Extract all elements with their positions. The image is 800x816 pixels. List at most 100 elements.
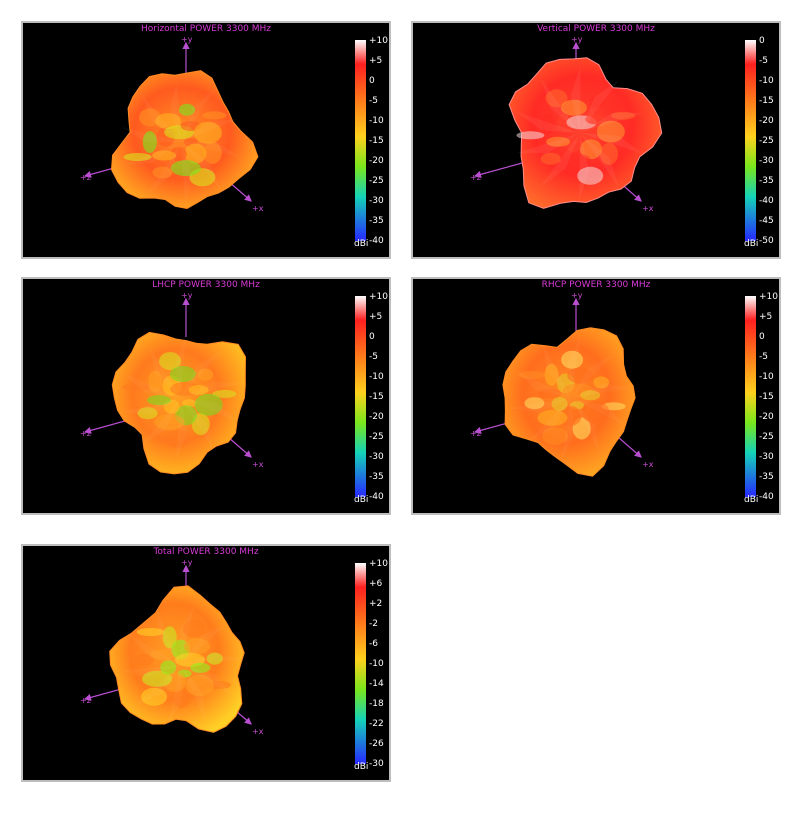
surface-shade-region (611, 111, 636, 120)
radiation-pattern-svg (83, 296, 366, 497)
surface-facet (567, 337, 581, 398)
surface-facet (181, 653, 243, 665)
surface-shade-region (183, 619, 205, 638)
surface-facet (571, 383, 632, 398)
colorbar-tick-label: -10 (369, 116, 384, 126)
surface-shade-region (142, 670, 173, 687)
colorbar-tick-label: -10 (759, 372, 774, 382)
colorbar-tick-label: -25 (759, 432, 774, 442)
surface-facet (540, 133, 580, 187)
y-axis-label: +y (571, 35, 583, 44)
surface-shade-region (561, 350, 584, 369)
y-axis-label: +y (181, 558, 193, 567)
colorbar-unit-label: dBi (354, 495, 369, 505)
surface-shade-region (581, 401, 610, 424)
colorbar-tick-label: -18 (369, 699, 384, 709)
chart-title: RHCP POWER 3300 MHz (541, 280, 651, 290)
colorbar-tick-label: -30 (369, 196, 384, 206)
colorbar-tick-label: +10 (369, 559, 388, 569)
colorbar-tick-label: -30 (759, 452, 774, 462)
colorbar-tick-label: -35 (759, 472, 774, 482)
surface-facet (181, 142, 192, 204)
colorbar-tick-label: -40 (369, 492, 384, 502)
y-axis-label: +y (181, 291, 193, 300)
radiation-pattern-svg (473, 40, 756, 241)
y-axis-label: +y (181, 35, 193, 44)
colorbar-tick-label: -30 (759, 156, 774, 166)
radiation-surface (502, 327, 636, 477)
surface-shade-region (134, 653, 155, 666)
surface-facet (121, 126, 181, 142)
surface-facet (580, 112, 644, 133)
surface-shade-region (524, 397, 545, 410)
surface-facet (181, 665, 206, 722)
colorbar-unit-label: dBi (354, 239, 369, 249)
colorbar (355, 563, 366, 764)
surface-facet (170, 80, 181, 142)
surface-facet (579, 133, 590, 200)
surface-shade-region (203, 142, 222, 164)
y-axis-label: +y (571, 291, 583, 300)
z-axis-label: +z (80, 429, 91, 438)
surface-facet (140, 398, 181, 445)
surface-shade-region (577, 166, 604, 185)
surface-shade-region (152, 166, 173, 179)
colorbar-tick-label: -40 (369, 236, 384, 246)
surface-shade-region (160, 660, 177, 675)
chart-title: Horizontal POWER 3300 MHz (140, 24, 272, 34)
surface-facet (148, 345, 181, 398)
surface-shade-region (193, 121, 222, 144)
colorbar-tick-label: -6 (369, 639, 378, 649)
radiation-surface (110, 70, 259, 210)
surface-shade-region (154, 414, 185, 431)
surface-shade-region (184, 143, 207, 164)
surface-facet (174, 336, 186, 398)
colorbar-tick-label: -25 (369, 176, 384, 186)
surface-shade-region (212, 389, 237, 398)
radiation-pattern-svg (83, 40, 366, 241)
colorbar-tick-label: -40 (759, 492, 774, 502)
surface-facet (167, 665, 182, 726)
z-axis-label: +z (470, 429, 481, 438)
colorbar-tick-label: -15 (369, 136, 384, 146)
surface-facet (148, 142, 181, 195)
surface-shade-region (516, 131, 545, 140)
surface-shade-region (580, 139, 602, 160)
surface-facet (123, 142, 181, 165)
colorbar-tick-label: 0 (759, 36, 765, 46)
colorbar-tick-label: -15 (369, 392, 384, 402)
colorbar-tick-label: -5 (369, 96, 378, 106)
colorbar-tick-label: -40 (759, 196, 774, 206)
colorbar-tick-label: -14 (369, 679, 384, 689)
colorbar (745, 296, 756, 497)
rhcp-power-panel: RHCP POWER 3300 MHz +y +z +x +10 +5 0 -5 -10 -15 -… (411, 277, 781, 515)
surface-shade-region (202, 111, 227, 120)
surface-facet (119, 665, 181, 677)
surface-shade-region (155, 113, 182, 130)
colorbar-tick-label: -45 (759, 216, 774, 226)
surface-shade-region (197, 368, 214, 381)
surface-facet (561, 398, 575, 459)
surface-facet (527, 398, 571, 442)
chart-title: LHCP POWER 3300 MHz (152, 280, 260, 290)
surface-facet (580, 79, 620, 133)
colorbar-tick-label: -50 (759, 236, 774, 246)
surface-shade-region (190, 662, 211, 673)
total-power-panel: Total POWER 3300 MHz +y +z +x +10 +6 +2 -2 -6 -10… (21, 544, 391, 782)
surface-facet (141, 94, 181, 142)
lhcp-power-panel: LHCP POWER 3300 MHz +y +z +x +10 +5 0 -5 -10 -15 -… (21, 277, 391, 515)
surface-facet (180, 604, 195, 665)
surface-shade-region (183, 638, 210, 655)
colorbar-tick-label: +10 (759, 292, 778, 302)
surface-shade-region (169, 366, 196, 382)
surface-shade-region (540, 152, 561, 165)
surface-shade-region (149, 649, 174, 660)
surface-shade-region (185, 674, 214, 697)
radiation-surface (111, 331, 247, 475)
vertical-power-panel: Vertical POWER 3300 MHz +y +z +x 0 -5 -10 -15 -2… (411, 21, 781, 259)
colorbar-tick-label: -15 (759, 392, 774, 402)
surface-shade-region (159, 352, 182, 371)
colorbar-tick-label: 0 (369, 76, 375, 86)
colorbar-tick-label: +2 (369, 599, 383, 609)
colorbar-tick-label: -20 (759, 412, 774, 422)
